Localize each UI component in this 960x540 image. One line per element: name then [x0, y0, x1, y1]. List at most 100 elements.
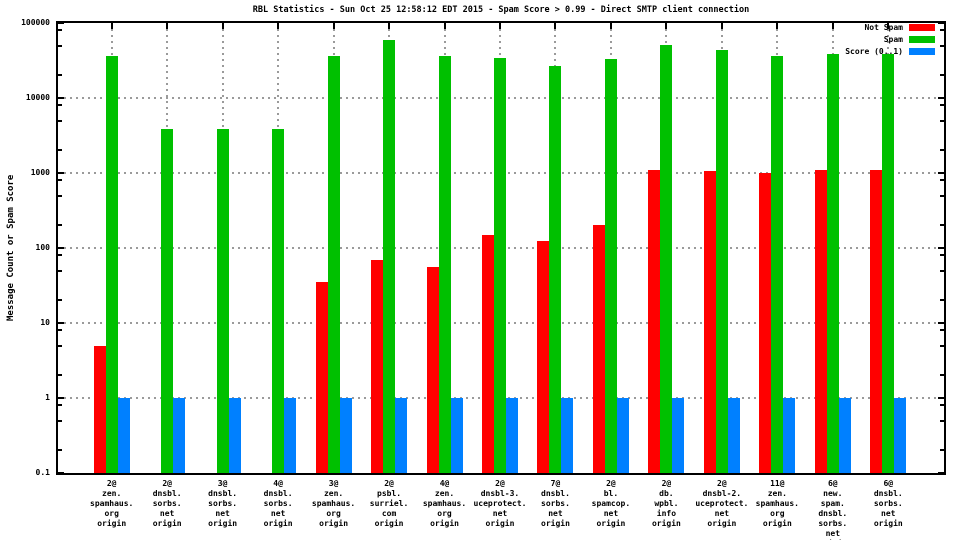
x-tick-top — [831, 23, 834, 29]
legend-label: Spam — [883, 34, 903, 44]
y-major-tick — [938, 247, 944, 249]
y-minor-tick — [940, 344, 944, 347]
bar-spam — [161, 128, 174, 473]
y-minor-tick — [58, 449, 62, 452]
y-major-tick — [938, 322, 944, 324]
x-tick-top — [110, 23, 113, 29]
y-major-tick — [938, 97, 944, 99]
y-minor-tick — [58, 374, 62, 377]
x-tick-top — [443, 23, 446, 29]
x-tick-top — [388, 23, 391, 29]
bar-score-0-1 — [228, 398, 241, 473]
bar-not-spam — [315, 282, 328, 473]
bar-score-0-1 — [395, 398, 408, 473]
y-minor-tick — [58, 419, 62, 422]
y-major-tick — [58, 322, 64, 324]
y-minor-tick — [940, 104, 944, 107]
bar-not-spam — [648, 169, 661, 473]
y-major-tick — [58, 247, 64, 249]
y-major-tick — [58, 172, 64, 174]
bar-score-0-1 — [173, 398, 186, 473]
bar-not-spam — [759, 173, 772, 473]
x-tick-top — [221, 23, 224, 29]
y-minor-tick — [940, 194, 944, 197]
plot-area — [58, 22, 944, 474]
x-category-label: 3@ dnsbl. sorbs. net origin — [208, 479, 238, 528]
bar-not-spam — [703, 171, 716, 473]
x-tick-top — [776, 23, 779, 29]
bar-spam — [882, 53, 895, 473]
bar-score-0-1 — [672, 398, 685, 473]
y-tick-label: 100 — [35, 243, 50, 252]
y-minor-tick — [58, 344, 62, 347]
bar-spam — [771, 56, 784, 473]
y-minor-tick — [58, 104, 62, 107]
x-tick-top — [887, 23, 890, 29]
y-major-tick — [58, 22, 64, 24]
bar-score-0-1 — [117, 398, 130, 473]
bar-spam — [438, 56, 451, 473]
bar-not-spam — [371, 259, 384, 473]
y-major-tick — [58, 472, 64, 474]
x-category-label: 11@ zen. spamhaus. org origin — [755, 479, 799, 528]
legend-item: Not Spam — [864, 22, 935, 32]
y-major-tick — [58, 397, 64, 399]
bar-score-0-1 — [727, 398, 740, 473]
legend-item: Spam — [883, 34, 935, 44]
legend-swatch — [909, 47, 935, 55]
x-category-label: 7@ dnsbl. sorbs. net origin — [541, 479, 570, 528]
y-minor-tick — [940, 299, 944, 302]
x-category-label: 2@ dnsbl. sorbs. net origin — [152, 479, 182, 528]
y-minor-tick — [940, 29, 944, 32]
y-minor-tick — [940, 374, 944, 377]
bar-spam — [383, 39, 396, 473]
bar-score-0-1 — [561, 398, 574, 473]
y-minor-tick — [58, 194, 62, 197]
y-minor-tick — [58, 269, 62, 272]
legend-item: Score (0..1) — [845, 46, 935, 56]
bar-spam — [604, 59, 617, 473]
y-minor-tick — [58, 404, 62, 407]
y-minor-tick — [58, 29, 62, 32]
bar-spam — [327, 56, 340, 473]
x-category-label: 4@ dnsbl. sorbs. net origin — [263, 479, 293, 528]
y-minor-tick — [58, 254, 62, 257]
y-tick-label: 10 — [40, 318, 50, 327]
y-major-tick — [58, 97, 64, 99]
bar-not-spam — [481, 234, 494, 473]
y-minor-tick — [940, 329, 944, 332]
bar-score-0-1 — [838, 398, 851, 473]
y-minor-tick — [58, 119, 62, 122]
legend-swatch — [909, 23, 935, 31]
y-minor-tick — [940, 149, 944, 152]
y-minor-tick — [940, 419, 944, 422]
bar-spam — [549, 65, 562, 473]
x-category-label: 2@ psbl. surriel. com origin — [369, 479, 409, 528]
x-tick-top — [665, 23, 668, 29]
bar-score-0-1 — [894, 398, 907, 473]
x-category-label: 2@ zen. spamhaus. org origin — [90, 479, 134, 528]
bar-score-0-1 — [284, 398, 297, 473]
y-minor-tick — [940, 74, 944, 77]
bar-not-spam — [870, 169, 883, 473]
y-tick-label: 1 — [45, 393, 50, 402]
x-tick-top — [277, 23, 280, 29]
y-minor-tick — [58, 149, 62, 152]
plot-border — [56, 21, 946, 475]
y-tick-label: 0.1 — [35, 468, 50, 477]
bar-not-spam — [537, 240, 550, 473]
y-minor-tick — [940, 254, 944, 257]
bar-not-spam — [426, 267, 439, 473]
x-tick-top — [498, 23, 501, 29]
legend-label: Not Spam — [864, 22, 903, 32]
x-tick-top — [332, 23, 335, 29]
legend-label: Score (0..1) — [845, 46, 903, 56]
x-tick-top — [554, 23, 557, 29]
y-minor-tick — [58, 329, 62, 332]
y-minor-tick — [58, 74, 62, 77]
bar-spam — [493, 58, 506, 473]
y-tick-label: 10000 — [25, 93, 50, 102]
x-category-label: 2@ dnsbl-2. uceprotect. net origin — [695, 479, 749, 528]
x-category-label: 2@ db. wpbl. info origin — [651, 479, 681, 528]
